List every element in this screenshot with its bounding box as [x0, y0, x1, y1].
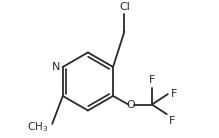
Text: F: F: [171, 89, 177, 99]
Text: N: N: [52, 62, 61, 72]
Text: Cl: Cl: [119, 2, 130, 12]
Text: O: O: [127, 99, 135, 110]
Text: CH$_3$: CH$_3$: [27, 120, 48, 134]
Text: F: F: [149, 75, 155, 85]
Text: F: F: [169, 116, 175, 126]
